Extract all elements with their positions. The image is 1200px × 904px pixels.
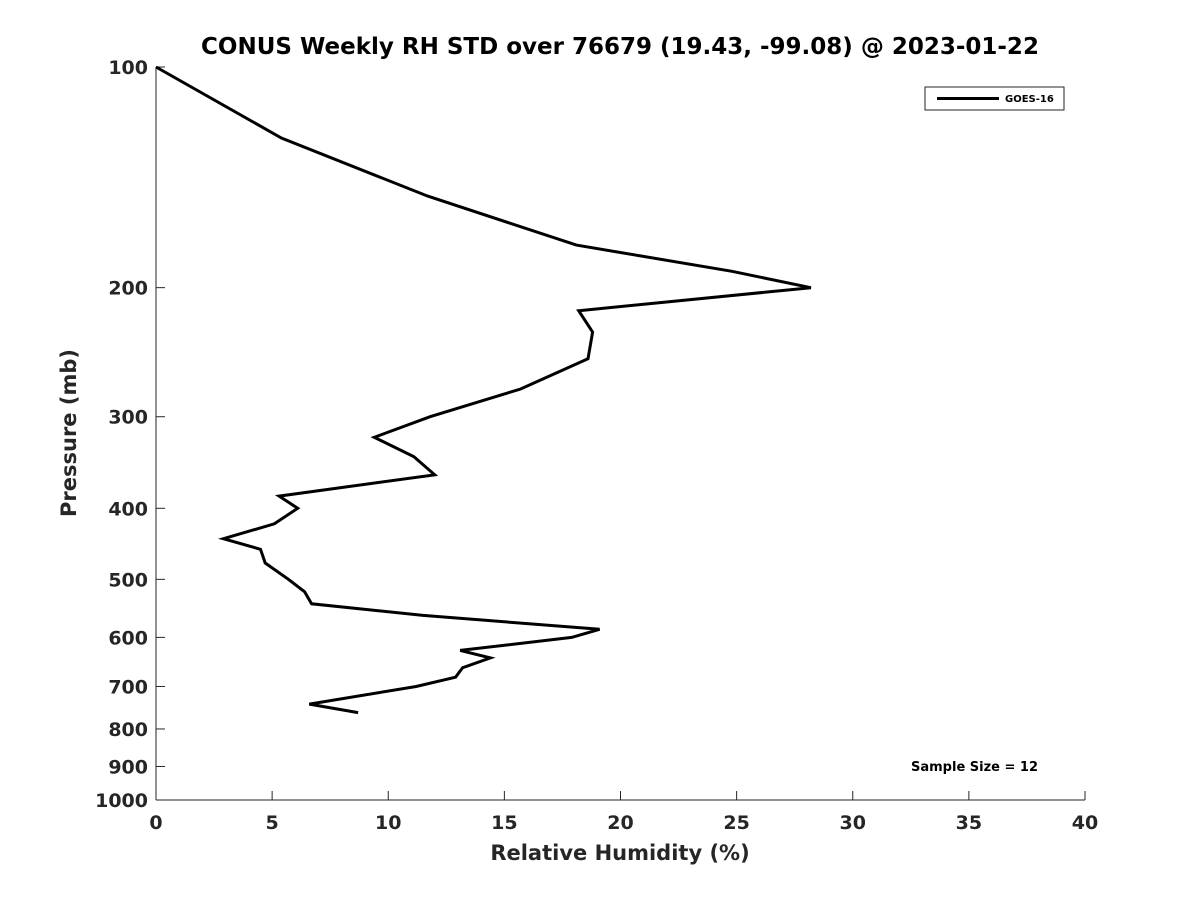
- x-tick-label: 20: [607, 812, 633, 834]
- x-tick-label: 0: [149, 812, 162, 834]
- y-axis-ticks: 100 200 300 400 500 600 700 800 900 1000: [95, 57, 165, 812]
- y-tick-label: 400: [108, 498, 148, 520]
- y-tick-label: 800: [108, 719, 148, 741]
- y-tick-label: 300: [108, 407, 148, 429]
- series-layer: [155, 65, 812, 715]
- series-line-goes-16: [155, 65, 812, 715]
- x-tick-label: 30: [840, 812, 866, 834]
- x-tick-label: 10: [375, 812, 401, 834]
- sample-size-annotation: Sample Size = 12: [911, 760, 1038, 775]
- x-tick-label: 40: [1072, 812, 1098, 834]
- y-tick-label: 1000: [95, 790, 148, 812]
- chart-title: CONUS Weekly RH STD over 76679 (19.43, -…: [201, 34, 1039, 60]
- y-tick-label: 900: [108, 756, 148, 778]
- y-tick-label: 700: [108, 676, 148, 698]
- x-axis-ticks: 0 5 10 15 20 25 30 35 40: [149, 791, 1098, 834]
- legend: GOES-16: [924, 86, 1065, 111]
- legend-label-goes-16: GOES-16: [1005, 94, 1054, 105]
- x-tick-label: 25: [723, 812, 749, 834]
- x-axis-label: Relative Humidity (%): [490, 841, 749, 865]
- x-tick-label: 15: [491, 812, 517, 834]
- y-axis-label: Pressure (mb): [57, 349, 81, 517]
- y-tick-label: 100: [108, 57, 148, 79]
- y-tick-label: 600: [108, 627, 148, 649]
- y-tick-label: 500: [108, 569, 148, 591]
- x-tick-label: 35: [956, 812, 982, 834]
- x-tick-label: 5: [266, 812, 279, 834]
- y-tick-label: 200: [108, 278, 148, 300]
- plot-area: 0 5 10 15 20 25 30 35 40 100 200 300 400 500 600 700 80…: [95, 57, 1098, 834]
